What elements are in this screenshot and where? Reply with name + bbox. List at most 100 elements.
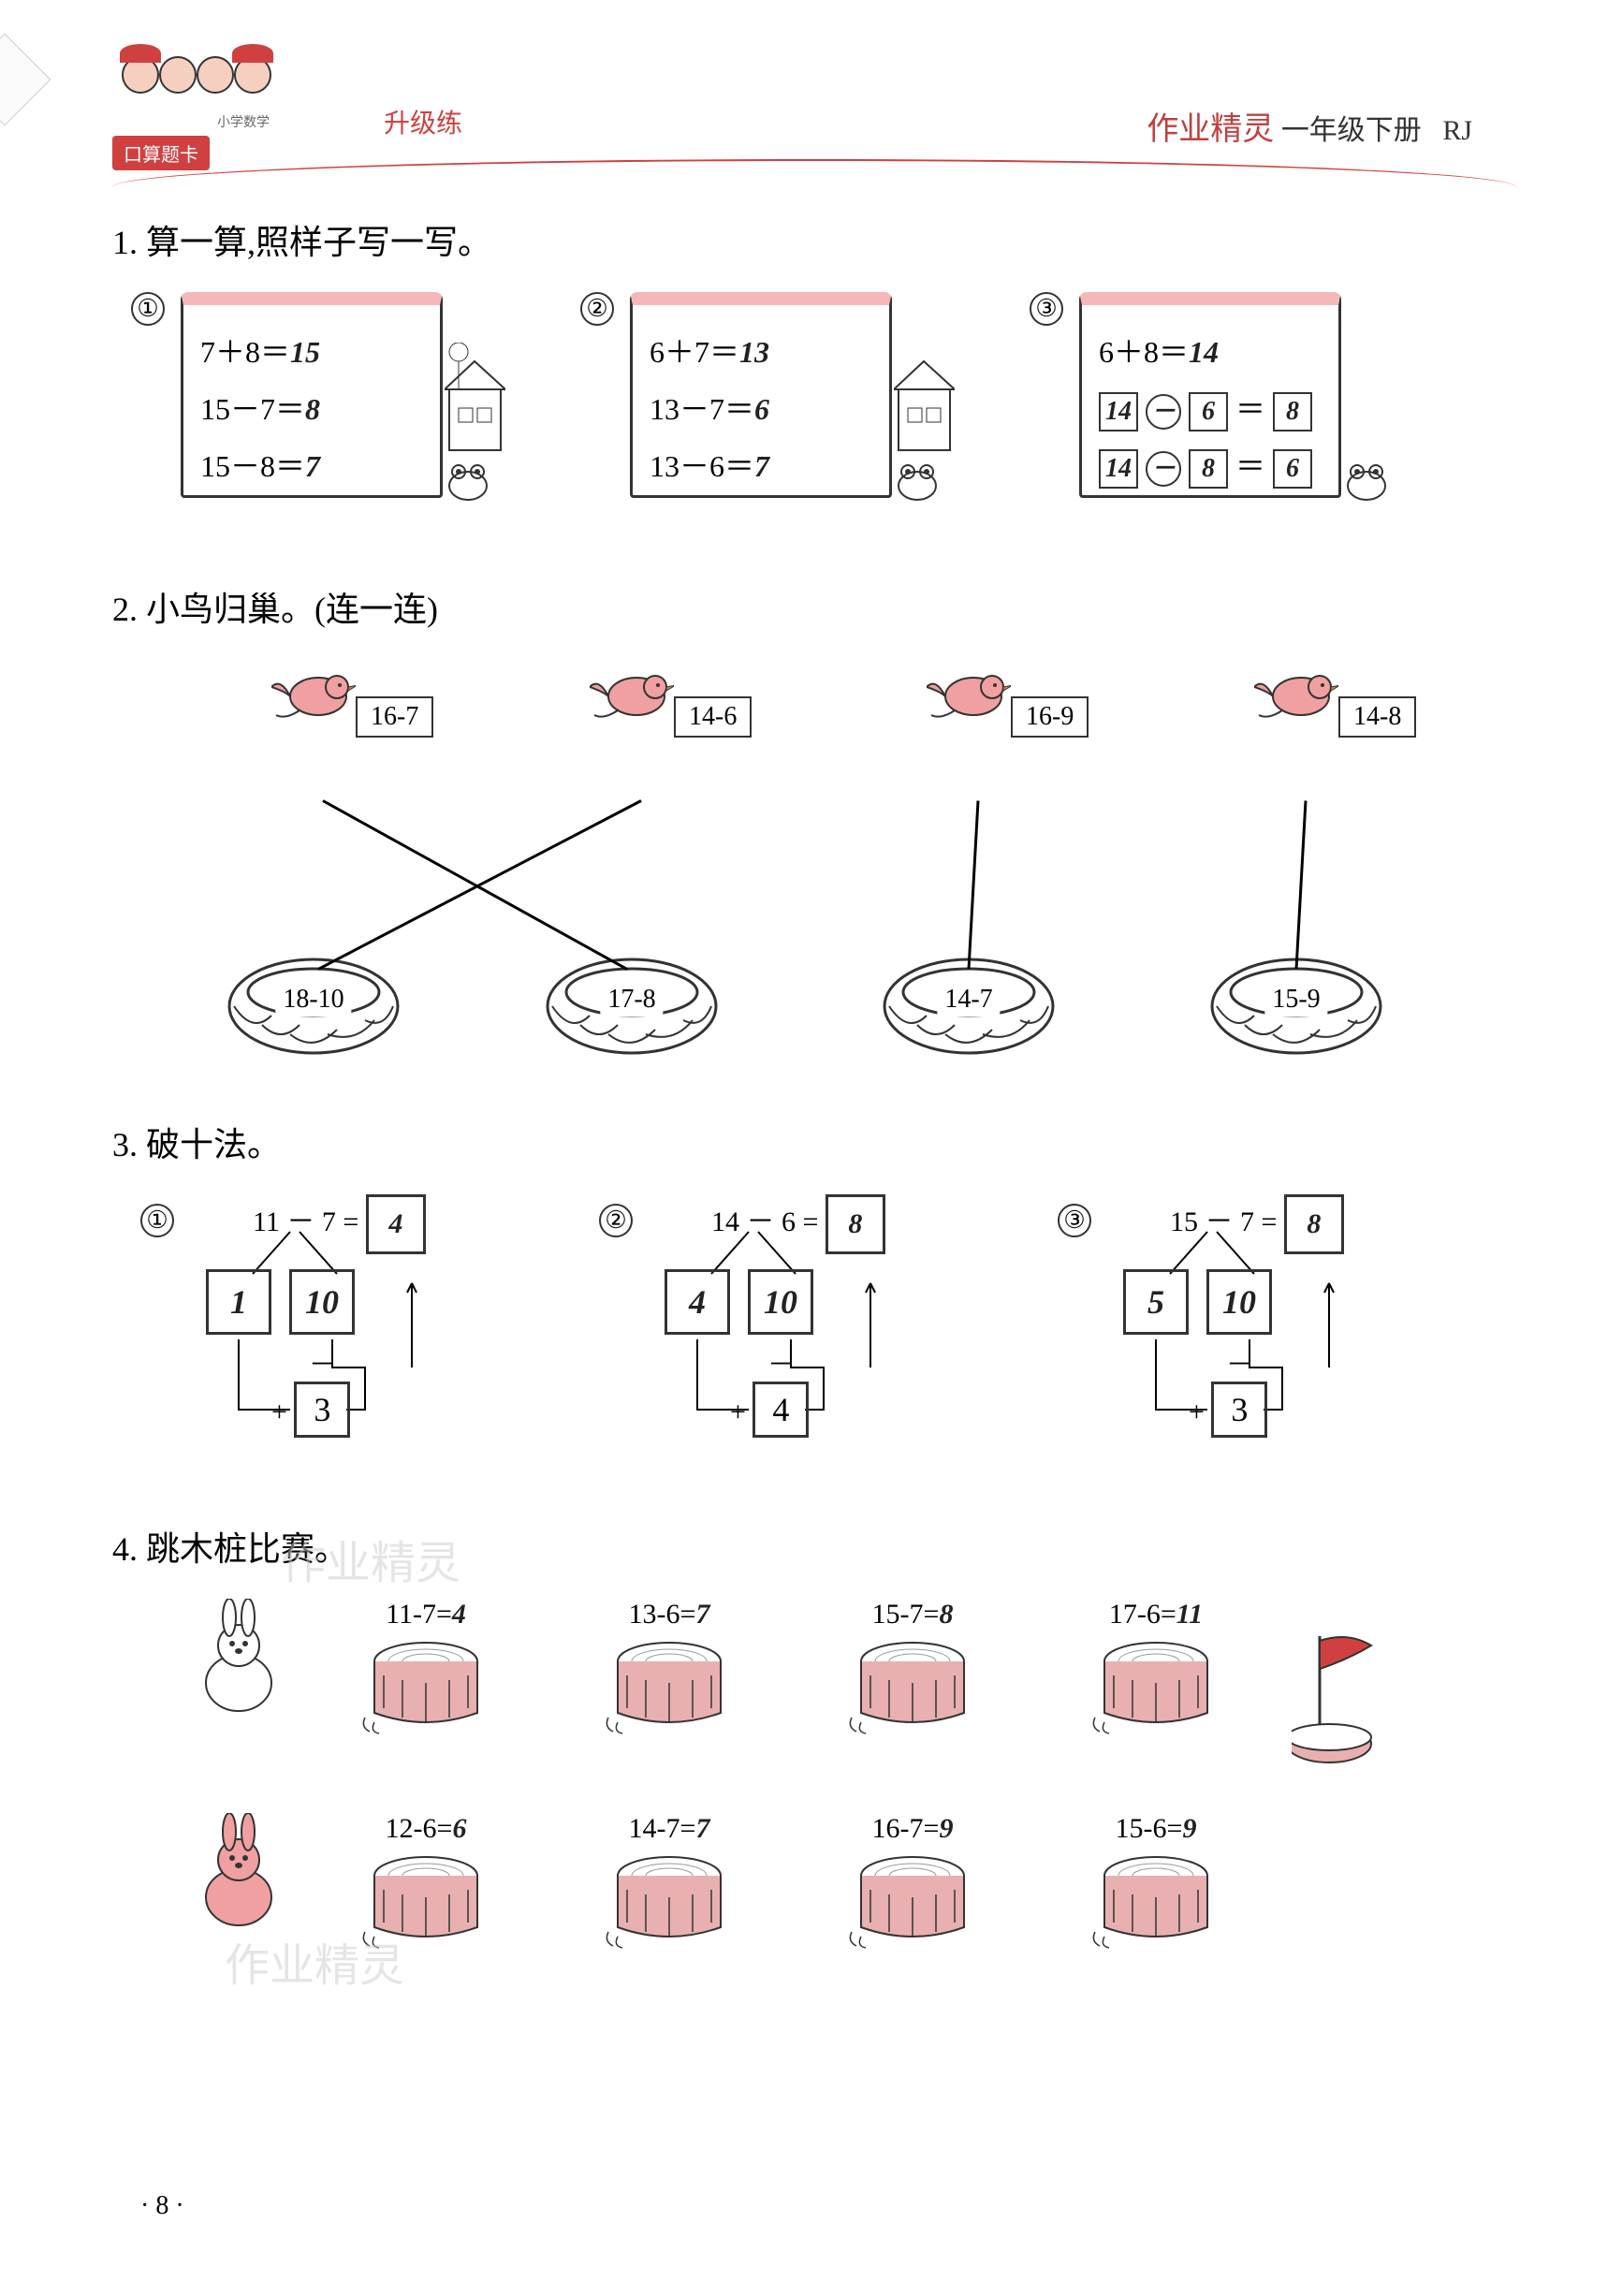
stump-block: 13-6=7 <box>562 1599 777 1749</box>
q3-block: ① 11 － 7 = 4 1 10 － + 3 <box>140 1194 533 1475</box>
bird-label: 14-6 <box>674 696 752 738</box>
nest-block: 17-8 <box>543 950 721 1071</box>
nest-label: 18-10 <box>275 983 351 1016</box>
box-value: 8 <box>1273 392 1312 431</box>
stump-icon <box>604 1852 735 1955</box>
lower-row: + 3 <box>1189 1382 1267 1438</box>
bird-block: 14-8 <box>1254 659 1416 738</box>
bird-label: 14-8 <box>1338 696 1416 738</box>
box-value: 6 <box>1273 449 1312 489</box>
bird-block: 16-9 <box>927 659 1089 738</box>
q2-area: 16-7 14-6 16-9 14-8 18-10 17-8 14-7 15-9 <box>150 659 1510 1071</box>
answer: 8 <box>305 392 320 426</box>
stump-equation: 15-7=8 <box>805 1599 1020 1631</box>
face-icon <box>197 56 234 94</box>
grade-label: 一年级下册 <box>1281 115 1422 146</box>
circle-number: ② <box>580 292 614 326</box>
answer: 7 <box>695 1813 709 1844</box>
answer-card: 6＋7＝13 13－7＝6 13－6＝7 <box>630 292 892 498</box>
equals: ＝ <box>1235 449 1265 483</box>
frog-icon <box>894 458 941 505</box>
circle-number: ③ <box>1030 292 1063 326</box>
stump-equation: 17-6=11 <box>1048 1599 1264 1631</box>
flag-icon <box>1292 1627 1385 1767</box>
flag-block <box>1292 1599 1385 1776</box>
logo-subtitle: 小学数学 <box>112 112 374 131</box>
answer: 9 <box>939 1813 953 1844</box>
stump-icon <box>847 1852 978 1955</box>
stump-equation: 11-7=4 <box>318 1599 533 1631</box>
equation: 6＋8＝ <box>1099 335 1189 369</box>
stump-block: 16-7=9 <box>805 1813 1020 1964</box>
answer-card: 7＋8＝15 15－7＝8 15－8＝7 <box>181 292 443 498</box>
lower-row: + 3 <box>271 1382 350 1438</box>
box-value: 6 <box>1189 392 1228 431</box>
logo-area: 小学数学 口算题卡 <box>112 56 374 159</box>
connection-line <box>1295 800 1308 969</box>
lower-box: 3 <box>294 1382 350 1438</box>
nest-block: 18-10 <box>225 950 402 1071</box>
circle-number: ③ <box>1058 1204 1091 1237</box>
q1-block-3: ③ 6＋8＝14 14 － 6 ＝ 8 14 － 8 ＝ 6 <box>1030 292 1404 535</box>
connection-line <box>968 800 980 969</box>
nest-label: 15-9 <box>1264 983 1327 1016</box>
face-icon <box>234 56 271 94</box>
answer: 14 <box>1189 335 1219 369</box>
answer: 15 <box>290 335 320 369</box>
stump-icon <box>360 1638 491 1741</box>
equation: 13－7＝ <box>650 392 754 426</box>
answer: 6 <box>452 1813 466 1844</box>
bird-block: 14-6 <box>590 659 752 738</box>
nest-label: 14-7 <box>937 983 1000 1016</box>
stump-block: 15-6=9 <box>1048 1813 1264 1964</box>
house-icon <box>894 343 955 455</box>
circle-number: ① <box>131 292 165 326</box>
bird-label: 16-7 <box>356 696 433 738</box>
equation: 13－6＝ <box>650 449 754 483</box>
q3-row: ① 11 － 7 = 4 1 10 － + 3 ② 14 － 6 = 8 4 1… <box>140 1194 1510 1475</box>
question-1: 1. 算一算,照样子写一写。 ① 7＋8＝15 15－7＝8 15－8＝7 ② … <box>112 215 1510 535</box>
stump-block: 14-7=7 <box>562 1813 777 1964</box>
stump-equation: 15-6=9 <box>1048 1813 1264 1845</box>
circle-number: ② <box>599 1204 633 1237</box>
q3-block: ③ 15 － 7 = 8 5 10 － + 3 <box>1058 1194 1451 1475</box>
q1-block-1: ① 7＋8＝15 15－7＝8 15－8＝7 <box>131 292 505 535</box>
box-value: 14 <box>1099 392 1138 431</box>
face-icon <box>122 56 159 94</box>
q4-area: 11-7=4 13-6=7 15-7=8 17-6=11 12-6=6 14-7=7 16… <box>187 1599 1510 1964</box>
answer: 11 <box>1176 1599 1203 1630</box>
equals: ＝ <box>1235 392 1265 426</box>
answer: 7 <box>695 1599 709 1630</box>
stump-equation: 16-7=9 <box>805 1813 1020 1845</box>
lower-row: + 4 <box>730 1382 809 1438</box>
frog-icon <box>445 458 491 505</box>
stump-equation: 12-6=6 <box>318 1813 533 1845</box>
answer: 6 <box>754 392 769 426</box>
stump-icon <box>604 1638 735 1741</box>
q1-block-2: ② 6＋7＝13 13－7＝6 13－6＝7 <box>580 292 955 535</box>
logo-banner: 口算题卡 <box>112 136 210 170</box>
rabbit-icon <box>187 1599 290 1720</box>
lower-box: 4 <box>753 1382 809 1438</box>
q3-title: 3. 破十法。 <box>112 1118 1510 1166</box>
q3-block: ② 14 － 6 = 8 4 10 － + 4 <box>599 1194 992 1475</box>
stump-icon <box>847 1638 978 1741</box>
house-icon <box>445 343 505 455</box>
equation: 6＋7＝ <box>650 335 739 369</box>
answer: 7 <box>754 449 769 483</box>
equation: 15－8＝ <box>200 449 305 483</box>
q1-row: ① 7＋8＝15 15－7＝8 15－8＝7 ② 6＋7＝13 13－7＝6 1… <box>131 292 1510 535</box>
header-right: 作业精灵 一年级下册 RJ <box>1147 103 1472 149</box>
stump-block: 15-7=8 <box>805 1599 1020 1749</box>
upgrade-label: 升级练 <box>384 103 462 140</box>
stump-block: 17-6=11 <box>1048 1599 1264 1749</box>
frog-icon <box>1343 458 1390 505</box>
equation: 15－7＝ <box>200 392 305 426</box>
stump-equation: 13-6=7 <box>562 1599 777 1631</box>
watermark: 作业精灵 <box>225 1928 404 1994</box>
answer-card: 6＋8＝14 14 － 6 ＝ 8 14 － 8 ＝ 6 <box>1079 292 1341 498</box>
rabbit-icon <box>187 1813 290 1935</box>
q2-title: 2. 小鸟归巢。(连一连) <box>112 582 1510 631</box>
box-value: 8 <box>1189 449 1228 489</box>
equation: 7＋8＝ <box>200 335 290 369</box>
